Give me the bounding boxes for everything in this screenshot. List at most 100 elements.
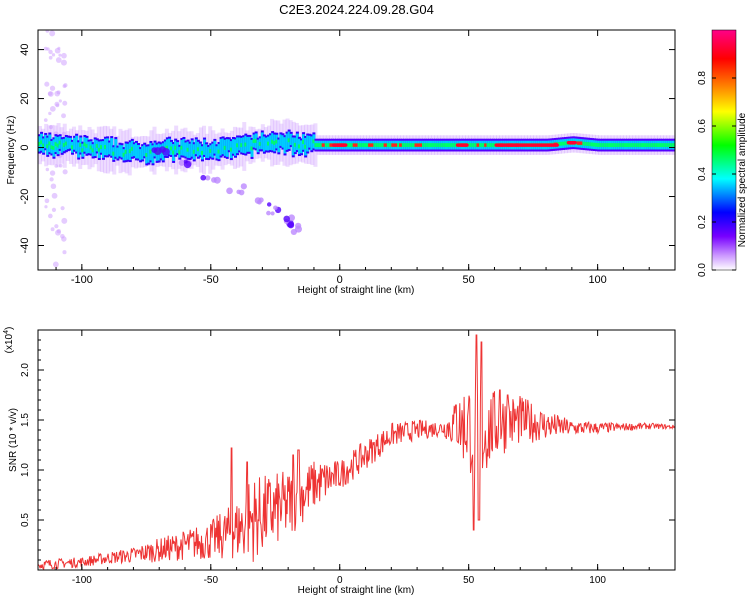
spectrogram-cell [120,145,124,158]
spectrogram-cell [62,100,68,106]
spectrogram-cell [438,143,442,148]
spectrogram-cell [38,141,41,146]
spectrogram-cell [256,139,260,153]
spectrogram-cell [58,53,62,57]
spectrogram-cell [87,141,91,154]
spectrogram-cell [273,140,277,145]
spectrogram-cell [557,142,561,146]
spectrogram-cell [357,143,361,148]
spectrogram-cell [165,145,169,150]
spectrogram-cell [405,143,409,148]
spectrogram-cell [409,143,413,148]
spectrogram-cell [48,55,53,60]
spectrogram-cell [646,143,650,148]
spectrogram-cell [209,148,213,153]
spectrogram-cell [366,143,370,148]
spectrogram-cell [62,250,67,255]
spectrogram-cell [479,143,483,148]
snr-y-tick-label: 0.5 [20,513,31,527]
spectrogram-cell [432,143,436,148]
spectrogram-cell [601,143,605,148]
spectrogram-cell [62,169,68,175]
spectrogram-cell [61,217,68,224]
spectrogram-y-tick-label: 0 [19,144,31,150]
spectrogram-cell [310,136,314,151]
spectrogram-cell [54,164,59,168]
spectrogram-cell [240,183,247,190]
spectrogram-cell [372,143,376,148]
spectrogram-cell [273,205,278,211]
spectrogram-cell [326,143,330,148]
spectrogram-cell [50,145,54,150]
spectrogram-cell [648,143,652,148]
spectrogram-cell [277,139,281,153]
spectrogram-cell [149,149,153,154]
spectrogram-cell [75,135,79,152]
colorbar-tick-label: 0.0 [697,263,708,277]
colorbar-tick-label: 0.4 [697,167,708,181]
spectrogram-cell [45,30,50,33]
spectrogram-cell [665,143,669,148]
spectrogram-cell [174,145,178,150]
spectrogram-cell [151,147,158,154]
spectrogram-cell [151,145,155,164]
spectrogram-cell [51,207,57,213]
spectrogram-cell [215,146,219,159]
spectrogram-cell [186,147,190,152]
spectrogram-frame [37,29,676,271]
spectrogram-cell [630,143,634,148]
spectrogram-cell [132,144,136,157]
spectrogram-cell [134,142,138,159]
spectrogram-cell [289,133,293,146]
spectrogram-cell [46,144,50,149]
spectrogram-cell [590,142,594,147]
spectrogram-cell [312,139,316,144]
snr-y-axis-label: SNR (10 * v/v) [8,408,19,472]
spectrogram-cell [47,213,53,219]
spectrogram-cell [491,143,495,148]
spectrogram-cell [114,139,118,157]
spectrogram-cell [182,138,186,156]
spectrogram-cell [300,140,304,154]
spectrogram-cell [283,215,290,223]
spectrogram-cell [108,142,112,155]
spectrogram-cell [566,140,577,145]
spectrogram-cell [219,139,223,156]
spectrogram-cell [190,140,194,157]
spectrogram-cell [231,138,235,154]
spectrogram-cell [43,118,48,122]
spectrogram-cell [200,174,207,181]
spectrogram-cell [368,143,374,147]
spectrogram-cell [178,150,182,155]
spectrogram-cell [55,103,60,108]
spectrogram-cell [91,148,95,153]
spectrogram-cell [56,90,61,95]
spectrogram-cell [448,143,452,148]
spectrogram-cell [611,143,615,148]
spectrogram-cell [49,170,56,176]
spectrogram-cell [597,143,601,148]
spectrogram-cell [196,147,200,152]
spectrogram-cell [607,143,611,148]
spectrogram-cell [656,143,660,148]
spectrogram-cell [45,167,50,172]
spectrogram-cell [83,142,87,147]
spectrogram-cell [60,59,67,66]
spectrogram-cell [673,143,675,148]
colorbar-tick-label: 0.8 [697,71,708,85]
spectrogram-cell [254,138,258,143]
spectrogram-cell [51,192,58,199]
spectrogram-cell [52,146,56,150]
spectrogram-cell [619,143,623,148]
spectrogram-cell [440,143,444,148]
spectrogram-cell [650,143,654,148]
spectrogram-cell [262,136,266,152]
spectrogram-cell [89,145,93,150]
spectrogram-cell [595,142,599,147]
spectrogram-cell [57,46,61,50]
spectrogram-cell [244,142,248,147]
spectrogram-y-tick-label: 20 [19,92,31,104]
spectrogram-cell [110,138,114,156]
spectrogram-cell [623,143,627,148]
spectrogram-cell [112,151,116,156]
